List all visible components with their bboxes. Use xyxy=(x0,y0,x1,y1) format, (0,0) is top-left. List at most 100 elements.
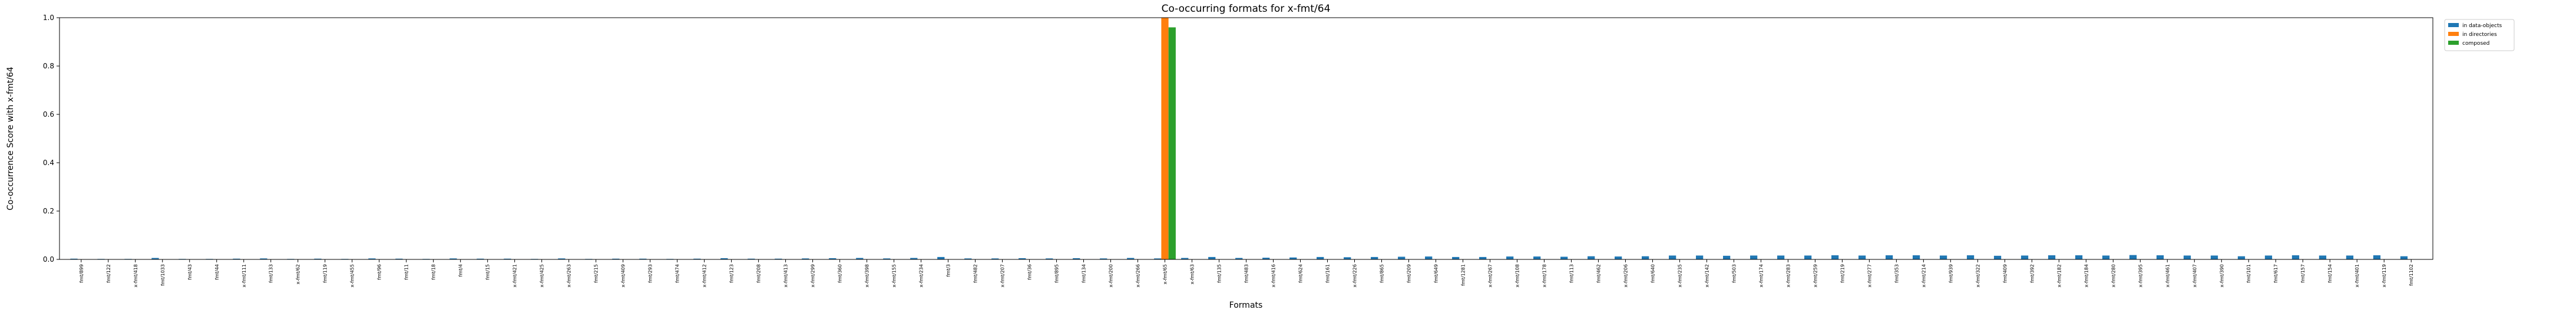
bar xyxy=(1858,255,1866,259)
bar xyxy=(1398,256,1406,259)
bar xyxy=(558,258,566,259)
x-tick-label: fmt/293 xyxy=(648,264,653,283)
bar xyxy=(1750,255,1758,259)
bar xyxy=(2048,255,2056,259)
bar xyxy=(1344,257,1351,259)
legend-label: composed xyxy=(2462,41,2489,47)
bar xyxy=(1127,258,1135,259)
bar xyxy=(1588,256,1595,259)
x-tick-label: fmt/353 xyxy=(1894,264,1899,283)
legend-swatch xyxy=(2448,41,2459,45)
x-tick-label: x-fmt/322 xyxy=(1975,264,1980,287)
bar xyxy=(2264,255,2273,259)
bar xyxy=(2400,256,2408,259)
x-tick-label: x-fmt/395 xyxy=(2138,264,2143,287)
x-tick-label: fmt/18 xyxy=(431,264,437,280)
x-tick-label: fmt/44 xyxy=(214,264,220,280)
bar xyxy=(937,256,945,259)
x-tick-label: fmt/209 xyxy=(1406,264,1411,283)
x-tick-label: x-fmt/263 xyxy=(567,264,572,287)
bar xyxy=(1615,256,1622,259)
y-tick-label: 0.0 xyxy=(43,255,54,264)
x-tick-label: fmt/134 xyxy=(1082,264,1087,283)
x-tick-label: x-fmt/407 xyxy=(2192,264,2197,287)
x-tick-label: x-fmt/200 xyxy=(1109,264,1114,287)
x-tick-label: fmt/123 xyxy=(729,264,735,283)
bar xyxy=(1073,258,1080,259)
bar xyxy=(2237,256,2246,259)
bar xyxy=(2075,255,2083,259)
x-tick-label: x-fmt/234 xyxy=(919,264,924,287)
bar xyxy=(1046,258,1053,259)
plot-frame xyxy=(59,17,2433,260)
bar xyxy=(1100,258,1107,259)
bar xyxy=(2102,255,2110,259)
bar xyxy=(1181,258,1189,259)
bar xyxy=(1533,256,1541,259)
bar xyxy=(1161,18,1169,259)
x-tick-label: fmt/4 xyxy=(458,264,464,277)
x-tick-label: x-fmt/63 xyxy=(1190,264,1195,284)
x-tick-label: x-fmt/235 xyxy=(1677,264,1682,287)
x-tick-label: x-fmt/421 xyxy=(512,264,518,287)
x-tick-label: x-fmt/455 xyxy=(350,264,355,287)
bar xyxy=(368,258,376,259)
bar xyxy=(449,258,457,259)
x-tick-label: fmt/135 xyxy=(1217,264,1222,283)
x-tick-label: x-fmt/418 xyxy=(133,264,138,287)
x-tick-label: fmt/43 xyxy=(187,264,193,280)
x-tick-label: fmt/392 xyxy=(2029,264,2035,283)
bar xyxy=(1262,258,1270,259)
legend-label: in directories xyxy=(2462,32,2497,38)
x-tick-label: fmt/113 xyxy=(1569,264,1574,283)
x-tick-label: x-fmt/299 xyxy=(811,264,816,287)
x-tick-label: x-fmt/413 xyxy=(783,264,789,287)
bar xyxy=(1317,256,1324,259)
bar xyxy=(1939,255,1947,259)
legend-frame xyxy=(2444,19,2515,51)
x-tick-label: fmt/483 xyxy=(1244,264,1249,283)
x-tick-label: x-fmt/184 xyxy=(2084,264,2089,287)
x-tick-label: x-fmt/461 xyxy=(2165,264,2170,287)
x-tick-label: fmt/865 xyxy=(1379,264,1384,283)
y-tick-label: 0.6 xyxy=(43,110,54,119)
x-tick-label: x-fmt/214 xyxy=(1921,264,1926,287)
bar xyxy=(964,258,972,259)
x-tick-label: x-fmt/259 xyxy=(1813,264,1818,287)
x-tick-label: fmt/939 xyxy=(1948,264,1953,283)
y-tick-label: 0.2 xyxy=(43,207,54,215)
bar xyxy=(2319,255,2327,259)
x-tick-label: fmt/208 xyxy=(756,264,762,283)
x-axis-label: Formats xyxy=(1229,301,1263,310)
x-tick-label: fmt/15 xyxy=(485,264,491,280)
bar xyxy=(2183,255,2191,259)
x-tick-label: x-fmt/174 xyxy=(1758,264,1764,287)
bar xyxy=(720,258,728,259)
bar xyxy=(1966,255,1975,259)
x-tick-label: fmt/640 xyxy=(1650,264,1655,283)
x-tick-label: fmt/215 xyxy=(594,264,599,283)
x-tick-label: fmt/11 xyxy=(404,264,409,280)
x-tick-label: fmt/154 xyxy=(2327,264,2333,283)
x-tick-label: x-fmt/108 xyxy=(1514,264,1520,287)
x-tick-label: fmt/895 xyxy=(1054,264,1060,283)
bar xyxy=(1168,27,1176,260)
bar xyxy=(1642,256,1649,259)
bar xyxy=(883,258,891,259)
bar xyxy=(910,258,918,259)
x-tick-label: x-fmt/412 xyxy=(702,264,707,287)
bar xyxy=(1452,256,1460,259)
bar xyxy=(1506,256,1514,259)
bar xyxy=(1912,255,1920,259)
bar xyxy=(151,258,159,259)
y-tick-label: 0.4 xyxy=(43,159,54,167)
x-tick-label: fmt/1102 xyxy=(2409,264,2414,286)
y-tick-label: 0.8 xyxy=(43,62,54,70)
x-tick-label: x-fmt/155 xyxy=(892,264,897,287)
x-tick-label: fmt/482 xyxy=(973,264,978,283)
x-tick-label: x-fmt/283 xyxy=(1785,264,1791,287)
x-tick-label: fmt/157 xyxy=(2300,264,2306,283)
bar xyxy=(1208,256,1216,259)
bar xyxy=(1235,258,1243,259)
